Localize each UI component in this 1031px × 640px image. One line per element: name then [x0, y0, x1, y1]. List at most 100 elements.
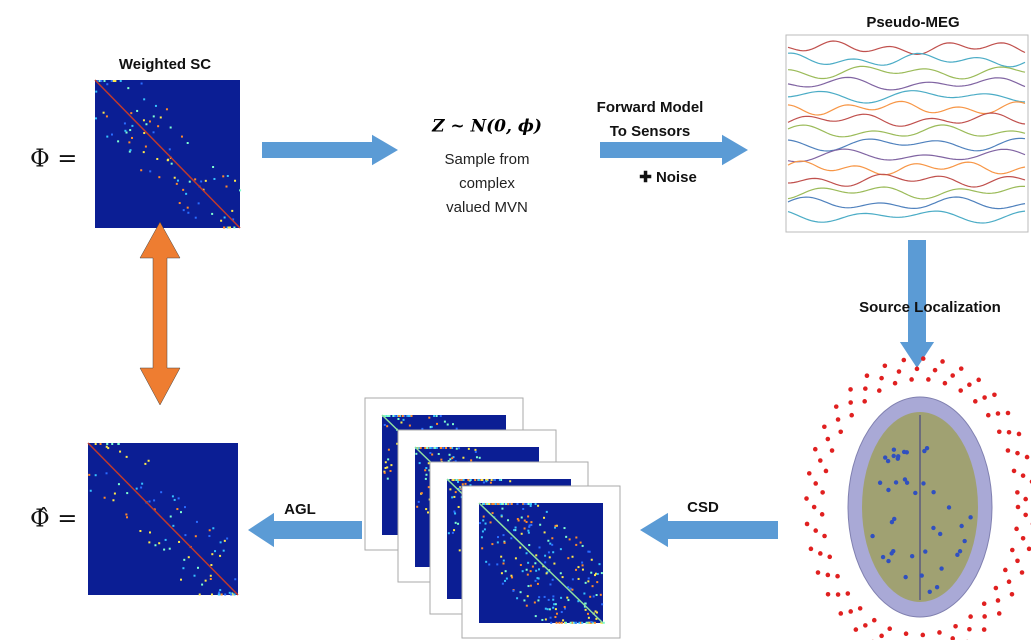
sensor-dot: [943, 381, 948, 386]
matrix-dot: [537, 599, 539, 601]
matrix-dot: [211, 213, 213, 215]
sensor-dot: [1010, 548, 1015, 553]
sensor-dot: [818, 551, 823, 556]
matrix-dot: [170, 126, 172, 128]
sensor-dot: [1010, 592, 1015, 597]
matrix-dot: [562, 619, 564, 621]
source-dot: [959, 524, 963, 528]
source-dot: [886, 459, 890, 463]
matrix-dot: [400, 422, 402, 424]
meg-title: Pseudo-MEG: [866, 14, 959, 31]
matrix-dot: [210, 564, 212, 566]
matrix-dot: [431, 447, 433, 449]
sensor-dot: [1023, 497, 1028, 502]
matrix-dot: [467, 479, 469, 481]
matrix-dot: [538, 568, 540, 570]
matrix-dot: [126, 516, 128, 518]
matrix-dot: [479, 522, 481, 524]
matrix-dot: [552, 595, 554, 597]
matrix-dot: [143, 98, 145, 100]
matrix-dot: [452, 532, 454, 534]
matrix-dot: [234, 578, 236, 580]
matrix-dot: [522, 570, 524, 572]
matrix-dot: [528, 503, 530, 505]
matrix-dot: [218, 593, 220, 595]
matrix-dot: [553, 563, 555, 565]
matrix-dot: [145, 123, 147, 125]
matrix-dot: [457, 523, 459, 525]
sensor-dot: [826, 592, 831, 597]
matrix-dot: [591, 559, 593, 561]
source-dot: [890, 520, 894, 524]
matrix-dot: [500, 556, 502, 558]
matrix-dot: [535, 554, 537, 556]
matrix-dot: [546, 511, 548, 513]
matrix-dot: [556, 613, 558, 615]
matrix-dot: [507, 519, 509, 521]
matrix-dot: [140, 169, 142, 171]
source-dot: [921, 481, 925, 485]
matrix-dot: [493, 503, 495, 505]
sensor-dot: [958, 388, 963, 393]
matrix-dot: [180, 511, 182, 513]
matrix-dot: [229, 592, 231, 594]
matrix-dot: [131, 125, 133, 127]
matrix-dot: [486, 503, 488, 505]
matrix-dot: [166, 108, 168, 110]
matrix-dot: [211, 553, 213, 555]
matrix-dot: [515, 557, 517, 559]
matrix-dot: [465, 483, 467, 485]
matrix-dot: [544, 561, 546, 563]
matrix-dot: [448, 532, 450, 534]
matrix-dot: [209, 529, 211, 531]
matrix-dot: [458, 447, 460, 449]
matrix-dot: [140, 487, 142, 489]
matrix-dot: [205, 580, 207, 582]
sensor-dot: [1025, 455, 1030, 460]
matrix-dot: [482, 530, 484, 532]
source-dot: [894, 480, 898, 484]
matrix-dot: [553, 603, 555, 605]
sensor-dot: [862, 399, 867, 404]
matrix-dot: [575, 536, 577, 538]
sensor-dot: [820, 512, 825, 517]
matrix-dot: [90, 490, 92, 492]
matrix-dot: [172, 525, 174, 527]
matrix-dot: [196, 521, 198, 523]
matrix-dot: [502, 583, 504, 585]
matrix-dot: [124, 130, 126, 132]
matrix-dot: [507, 503, 509, 505]
matrix-dot: [577, 566, 579, 568]
matrix-dot: [476, 456, 478, 458]
matrix-dot: [167, 159, 169, 161]
matrix-dot: [552, 551, 554, 553]
matrix-dot: [458, 479, 460, 481]
matrix-dot: [450, 447, 452, 449]
matrix-dot: [208, 535, 210, 537]
matrix-dot: [524, 503, 526, 505]
matrix-dot: [497, 536, 499, 538]
matrix-dot: [485, 523, 487, 525]
matrix-dot: [141, 483, 143, 485]
matrix-dot: [219, 555, 221, 557]
matrix-dot: [499, 479, 501, 481]
matrix-dot: [100, 443, 102, 445]
matrix-dot: [95, 117, 97, 119]
sensor-dot: [1017, 432, 1022, 437]
sensor-dot: [826, 437, 831, 442]
matrix-dot: [554, 527, 556, 529]
matrix-dot: [545, 618, 547, 620]
matrix-dot: [564, 606, 566, 608]
matrix-dot: [594, 574, 596, 576]
source-dot: [902, 450, 906, 454]
matrix-dot: [428, 462, 430, 464]
matrix-dot: [597, 573, 599, 575]
matrix-dot: [581, 562, 583, 564]
matrix-dot: [177, 180, 179, 182]
matrix-dot: [425, 478, 427, 480]
noise-label: ✚ Noise: [639, 169, 697, 186]
matrix-dot: [501, 572, 503, 574]
sensor-dot: [822, 534, 827, 539]
matrix-dot: [521, 516, 523, 518]
matrix-dot: [495, 503, 497, 505]
